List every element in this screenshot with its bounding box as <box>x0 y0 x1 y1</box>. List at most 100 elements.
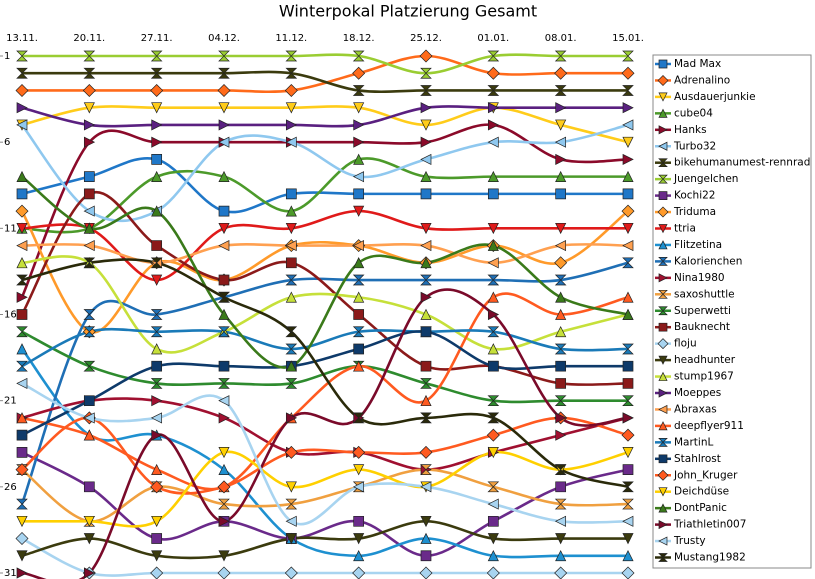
marker <box>622 343 634 355</box>
marker <box>657 338 669 350</box>
marker <box>555 378 567 389</box>
marker <box>285 67 298 79</box>
series-line <box>21 292 629 491</box>
marker <box>554 50 567 62</box>
x-tick-label: 27.11. <box>141 33 173 44</box>
marker <box>151 154 163 165</box>
x-tick-label: 18.12. <box>343 33 375 44</box>
marker <box>420 274 432 286</box>
x-tick-label: 20.11. <box>73 33 105 44</box>
marker <box>150 326 163 338</box>
marker <box>419 49 433 63</box>
marker <box>15 83 29 97</box>
legend-label: Deichdüse <box>674 486 729 498</box>
marker <box>658 257 668 266</box>
marker <box>420 481 432 493</box>
marker <box>420 67 432 79</box>
x-tick-label: 25.12. <box>410 33 442 44</box>
marker <box>151 463 163 475</box>
marker <box>285 360 297 372</box>
marker <box>16 412 28 424</box>
legend-label: Triduma <box>673 206 716 218</box>
marker <box>657 206 669 218</box>
marker <box>150 50 163 62</box>
legend-label: deepflyer911 <box>674 420 744 432</box>
legend-label: Triathletin007 <box>673 519 746 531</box>
marker <box>555 291 567 303</box>
marker <box>285 343 298 355</box>
marker <box>487 222 499 235</box>
marker <box>285 412 298 424</box>
marker <box>555 429 567 441</box>
marker <box>420 240 432 252</box>
marker <box>658 438 668 447</box>
series-line <box>21 105 629 144</box>
marker <box>487 395 500 407</box>
marker <box>83 360 96 372</box>
series-line <box>21 242 629 265</box>
marker <box>622 102 634 114</box>
marker <box>151 533 163 544</box>
marker <box>218 515 230 527</box>
marker <box>218 463 230 475</box>
legend-label: cube04 <box>674 107 713 119</box>
marker <box>352 481 365 493</box>
marker <box>218 395 230 407</box>
y-tick-label: 16 <box>4 310 17 321</box>
marker <box>420 378 432 389</box>
marker <box>352 85 365 96</box>
marker <box>285 50 298 62</box>
marker <box>151 205 163 217</box>
marker <box>218 498 230 510</box>
series-line <box>21 451 629 558</box>
marker <box>83 533 95 545</box>
marker <box>83 188 95 200</box>
marker <box>16 170 28 182</box>
marker <box>658 59 668 69</box>
marker <box>217 566 231 579</box>
marker <box>16 309 28 320</box>
marker <box>353 360 365 372</box>
marker <box>658 289 668 299</box>
marker <box>622 308 634 320</box>
marker <box>83 240 95 252</box>
series-line <box>22 70 628 94</box>
marker <box>151 240 163 251</box>
marker <box>218 378 230 389</box>
marker <box>486 428 500 442</box>
series-line <box>21 157 628 234</box>
marker <box>353 291 365 303</box>
marker <box>487 412 500 424</box>
marker <box>150 309 163 320</box>
marker <box>16 447 28 458</box>
legend-label: floju <box>674 338 697 350</box>
legend-label: Nina1980 <box>674 272 725 284</box>
marker <box>622 50 634 62</box>
legend-label: Turbo32 <box>673 140 716 152</box>
marker <box>353 257 365 269</box>
marker <box>218 326 230 338</box>
marker <box>151 550 163 562</box>
marker <box>658 125 668 135</box>
series-line <box>21 258 629 489</box>
marker <box>554 274 567 286</box>
marker <box>285 274 298 286</box>
marker <box>353 136 365 148</box>
marker <box>554 464 567 475</box>
marker <box>150 412 163 424</box>
x-tick-label: 01.01. <box>477 33 509 44</box>
marker <box>487 188 499 200</box>
marker <box>83 171 95 182</box>
marker <box>420 532 432 544</box>
marker <box>218 412 230 424</box>
marker <box>554 515 567 527</box>
marker <box>151 119 163 131</box>
marker <box>419 566 433 579</box>
marker <box>487 515 499 527</box>
marker <box>486 66 500 80</box>
marker <box>352 240 365 252</box>
marker <box>16 257 28 269</box>
marker <box>83 412 95 424</box>
marker <box>218 291 230 303</box>
marker <box>353 188 365 200</box>
